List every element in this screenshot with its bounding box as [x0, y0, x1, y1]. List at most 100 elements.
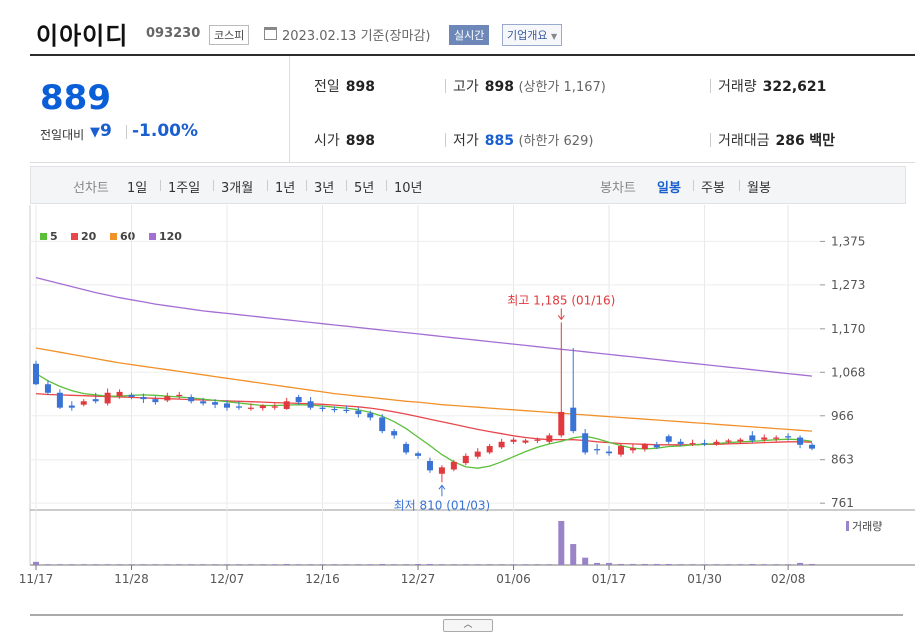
period-5y[interactable]: 5년: [354, 181, 375, 196]
candle-daily[interactable]: 일봉: [657, 181, 681, 196]
legend-label: 20: [81, 230, 97, 243]
volume-bar: [617, 563, 624, 565]
volume-label: 거래량: [852, 520, 882, 533]
stat-high: 고가 898 (상한가 1,167): [453, 76, 606, 96]
volume-bar: [331, 564, 338, 565]
period-1y[interactable]: 1년: [275, 181, 296, 196]
chevron-down-icon: ▼: [550, 32, 558, 41]
ma60-line: [35, 347, 813, 432]
x-tick-label: 12/07: [210, 572, 245, 586]
candle-body: [343, 409, 350, 412]
stock-header: 이아이디 093230 코스피 2023.02.13 기준(장마감) 실시간 기…: [36, 14, 915, 50]
candle-body: [462, 455, 469, 464]
period-bar: 선차트 1일 1주일 3개월 1년 3년 5년 10년 봉차트 일봉 주봉 월봉: [30, 166, 906, 204]
period-1w[interactable]: 1주일: [168, 181, 201, 196]
legend-label: 5: [50, 230, 58, 243]
candle-body: [68, 405, 75, 408]
period-divider: [160, 180, 161, 191]
x-tick-label: 01/30: [687, 572, 722, 586]
stat-value: 322,621: [762, 79, 827, 95]
stat-prev-close: 전일 898: [314, 76, 375, 96]
y-tick-label: 1,273: [831, 278, 865, 292]
candle-body: [235, 406, 242, 408]
candle-body: [498, 441, 505, 448]
candle-chart-label: 봉차트: [600, 181, 636, 196]
annotation-low: 최저 810 (01/03): [394, 498, 491, 512]
collapse-button[interactable]: ︿: [443, 619, 493, 632]
volume-bar: [749, 563, 756, 565]
volume-bar: [570, 544, 577, 565]
volume-bar: [486, 564, 493, 565]
legend-swatch: [149, 233, 156, 240]
candle-body: [104, 392, 111, 404]
candle-weekly[interactable]: 주봉: [701, 181, 725, 196]
candle-body: [653, 444, 660, 448]
candle-body: [486, 446, 493, 453]
candle-body: [761, 437, 768, 440]
volume-bar: [689, 564, 696, 565]
chevron-up-icon: ︿: [463, 620, 473, 630]
price-chart[interactable]: 1,375 1,273 1,170 1,068 966 863 761 최고 1,185 (…: [0, 205, 915, 644]
volume-bar: [534, 564, 541, 565]
candle-body: [80, 401, 87, 405]
y-tick-label: 1,375: [831, 234, 865, 248]
volume-bar: [295, 564, 302, 565]
period-divider: [306, 180, 307, 191]
candle-body: [415, 453, 422, 456]
candle-body: [534, 439, 541, 441]
volume-bar: [677, 564, 684, 565]
candle-body: [283, 401, 290, 409]
volume-bar: [319, 564, 326, 565]
candle-body: [617, 446, 624, 455]
high-arrowhead: [557, 315, 565, 321]
period-divider: [693, 180, 694, 191]
volume-bar: [522, 564, 529, 565]
stat-divider: [445, 133, 446, 147]
company-overview-dropdown[interactable]: 기업개요 ▼: [502, 24, 563, 46]
candle-body: [558, 411, 565, 436]
stat-volume: 거래량 322,621: [718, 76, 826, 96]
stat-label: 전일: [314, 79, 340, 95]
price-change-value: 9: [100, 121, 112, 141]
stat-value: 898: [345, 133, 375, 149]
volume-bar: [474, 564, 481, 565]
period-10y[interactable]: 10년: [394, 181, 423, 196]
stat-value: 885: [484, 133, 514, 149]
y-tick-label: 761: [831, 496, 854, 510]
annotation-high: 최고 1,185 (01/16): [507, 293, 615, 307]
chart-area: 5 20 60 120 1,375 1,273 1,170 1,068 966 863 76…: [0, 205, 915, 644]
volume-bar: [164, 564, 171, 565]
realtime-button[interactable]: 실시간: [449, 25, 490, 45]
candle-monthly[interactable]: 월봉: [747, 181, 771, 196]
stat-amount: 거래대금 286 백만: [718, 130, 835, 150]
volume-bar: [725, 564, 732, 565]
stat-low: 저가 885 (하한가 629): [453, 130, 593, 150]
x-tick-label: 12/27: [401, 572, 436, 586]
volume-bar: [247, 564, 254, 565]
volume-bar: [665, 563, 672, 565]
volume-bar: [701, 564, 708, 565]
y-tick-label: 1,068: [831, 365, 865, 379]
legend-ma120: 120: [149, 230, 182, 243]
volume-bar: [582, 557, 589, 565]
stat-value: 898: [484, 79, 514, 95]
grid-lines: [29, 205, 915, 616]
period-3y[interactable]: 3년: [314, 181, 335, 196]
volume-bar: [68, 564, 75, 565]
volume-bar: [104, 564, 111, 565]
stock-code: 093230: [146, 26, 201, 41]
volume-bar: [116, 564, 123, 565]
volume-bar: [450, 564, 457, 565]
volume-bar: [307, 564, 314, 565]
candle-body: [582, 433, 589, 453]
ma5-line: [35, 373, 813, 469]
volume-bar: [140, 564, 147, 565]
period-3m[interactable]: 3개월: [221, 181, 254, 196]
volume-bar: [44, 564, 51, 565]
period-1d[interactable]: 1일: [127, 181, 148, 196]
volume-bar: [426, 563, 433, 565]
upper-limit: (상한가 1,167): [518, 80, 606, 95]
legend-ma20: 20: [71, 230, 96, 243]
stat-divider: [445, 79, 446, 93]
stat-value: 286: [775, 133, 805, 149]
